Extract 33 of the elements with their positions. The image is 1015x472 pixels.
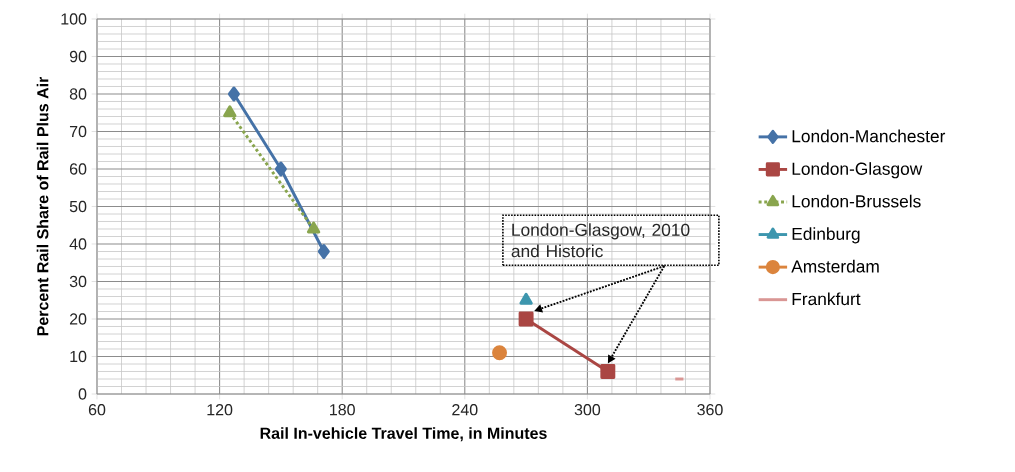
- y-axis-title: Percent Rail Share of Rail Plus Air: [36, 76, 49, 336]
- legend-label: London-Manchester: [792, 129, 946, 143]
- annotation: London-Glasgow, 2010 and Historic: [511, 223, 690, 258]
- legend-label: London-Glasgow: [792, 162, 923, 179]
- legend-label: London-Brussels: [792, 194, 921, 208]
- x-tick-label: 180: [330, 404, 355, 416]
- y-tick-label: 100: [61, 13, 87, 25]
- legend-label: Amsterdam: [791, 259, 879, 273]
- point: [227, 86, 240, 102]
- point: [518, 311, 534, 327]
- point: [317, 244, 330, 259]
- y-tick-label: 80: [69, 88, 87, 100]
- point: [600, 364, 616, 379]
- y-tick-label: 40: [69, 238, 87, 250]
- x-tick-label: 120: [207, 404, 233, 416]
- y-tick-label: 30: [69, 275, 87, 288]
- legend-label: Edinburg: [792, 227, 860, 244]
- x-axis-title: Rail In-vehicle Travel Time, in Minutes: [260, 427, 547, 442]
- y-tick-label: 0: [78, 388, 87, 400]
- y-tick-label: 20: [69, 313, 87, 325]
- point: [274, 161, 287, 177]
- y-tick-label: 50: [69, 200, 87, 213]
- x-tick-label: 300: [574, 404, 601, 416]
- y-tick-label: 70: [69, 125, 87, 138]
- y-tick-label: 60: [69, 163, 87, 175]
- legend-label: Frankfurt: [792, 292, 861, 306]
- point: [492, 345, 508, 361]
- y-tick-label: 90: [69, 50, 87, 63]
- x-tick-label: 60: [88, 404, 106, 416]
- x-tick-label: 240: [452, 404, 478, 416]
- point: [519, 292, 533, 305]
- y-tick-label: 10: [70, 350, 87, 363]
- x-tick-label: 360: [697, 404, 723, 416]
